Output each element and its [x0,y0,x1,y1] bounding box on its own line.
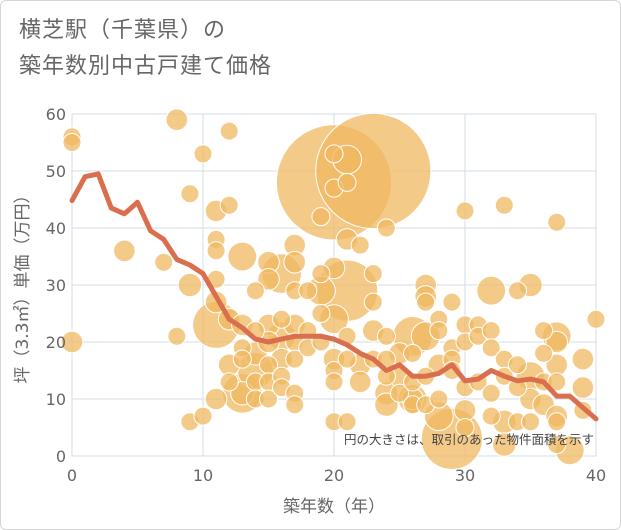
bubble-point [324,372,344,392]
bubble-point [481,321,501,341]
bubble-point [219,195,239,215]
bubble-point [534,321,554,341]
bubble-point [481,338,501,358]
bubble-point [453,399,477,422]
bubble-point [507,281,527,301]
y-tick-label: 10 [46,390,66,409]
bubble-point [390,383,409,403]
bubble-point [257,268,280,291]
bubble-point [272,309,292,329]
bubble-series [60,108,606,470]
bubble-point [376,218,396,238]
bubble-point [113,239,136,263]
y-axis-ticks: 0 10 20 30 40 50 60 [46,105,66,466]
bubble-point [429,389,449,409]
x-axis-label: 築年数（年） [283,497,385,517]
bubble-point [285,395,305,415]
bubble-point [416,292,436,312]
bubble-point [60,330,84,354]
bubble-point [337,412,357,432]
bubble-point [507,355,527,375]
bubble-point [455,201,475,221]
bubble-point [403,343,423,363]
bubble-point [62,133,82,152]
bubble-point [154,252,174,272]
bubble-point [363,292,383,312]
bubble-point [547,372,567,392]
chart-title-line-2: 築年数別中古戸建て価格 [19,54,273,79]
bubble-point [206,241,226,261]
bubble-point [350,235,370,255]
bubble-point [481,383,501,403]
bubble-point [204,387,228,411]
bubble-size-note: 円の大きさは、取引のあった物件面積を示す [344,432,594,447]
y-axis-label: 坪（3.3㎡）単価（万円） [13,186,33,383]
bubble-point [193,406,213,426]
bubble-point [481,406,501,426]
bubble-point [547,412,567,432]
bubble-point [285,349,305,369]
bubble-point [586,309,606,329]
bubble-point [337,172,357,192]
bubble-point [227,241,258,272]
bubble-point [571,347,595,371]
y-tick-label: 60 [46,105,66,124]
bubble-point [442,292,462,312]
bubble-point [180,184,200,204]
y-tick-label: 0 [56,447,66,466]
bubble-point [547,212,567,232]
bubble-point [324,144,344,164]
bubble-point [494,195,514,215]
bubble-point [219,121,239,141]
x-tick-label: 0 [67,466,77,485]
x-tick-label: 20 [324,466,344,485]
x-tick-label: 10 [193,466,213,485]
chart-title: 横芝駅（千葉県）の 築年数別中古戸建て価格 [19,13,272,85]
bubble-point [363,264,383,284]
average-trend-line [69,171,599,422]
bubble-point [311,264,331,284]
bubble-point [571,376,595,399]
bubble-point [534,343,554,363]
y-tick-label: 40 [46,219,66,238]
bubble-point [177,272,203,298]
bubble-point [219,372,239,392]
y-tick-label: 30 [46,276,66,295]
chart-title-line-1: 横芝駅（千葉県）の [19,18,227,43]
bubble-point [492,432,517,457]
x-axis-ticks: 0 10 20 30 40 [67,466,606,485]
y-tick-label: 50 [46,162,66,181]
x-tick-label: 30 [455,466,475,485]
bubble-point [165,108,189,131]
bubble-point [193,144,213,164]
bubble-point [232,349,252,369]
bubble-point [348,370,372,394]
bubble-point [283,250,307,274]
bubble-point [547,435,567,455]
bubble-point [298,281,318,301]
bubble-point [476,275,507,306]
bubble-point [337,349,357,369]
x-tick-label: 40 [586,466,606,485]
bubble-point [311,207,331,227]
bubble-point [167,326,187,346]
y-tick-label: 20 [46,333,66,352]
bubble-point [245,281,265,301]
bubble-point [521,412,540,432]
bubble-point [315,112,432,230]
bubble-point [376,326,396,346]
bubble-point [429,321,449,341]
bubble-point [259,389,278,409]
bubble-point [545,330,569,354]
bubble-point [311,304,331,323]
bubble-point [455,418,475,437]
